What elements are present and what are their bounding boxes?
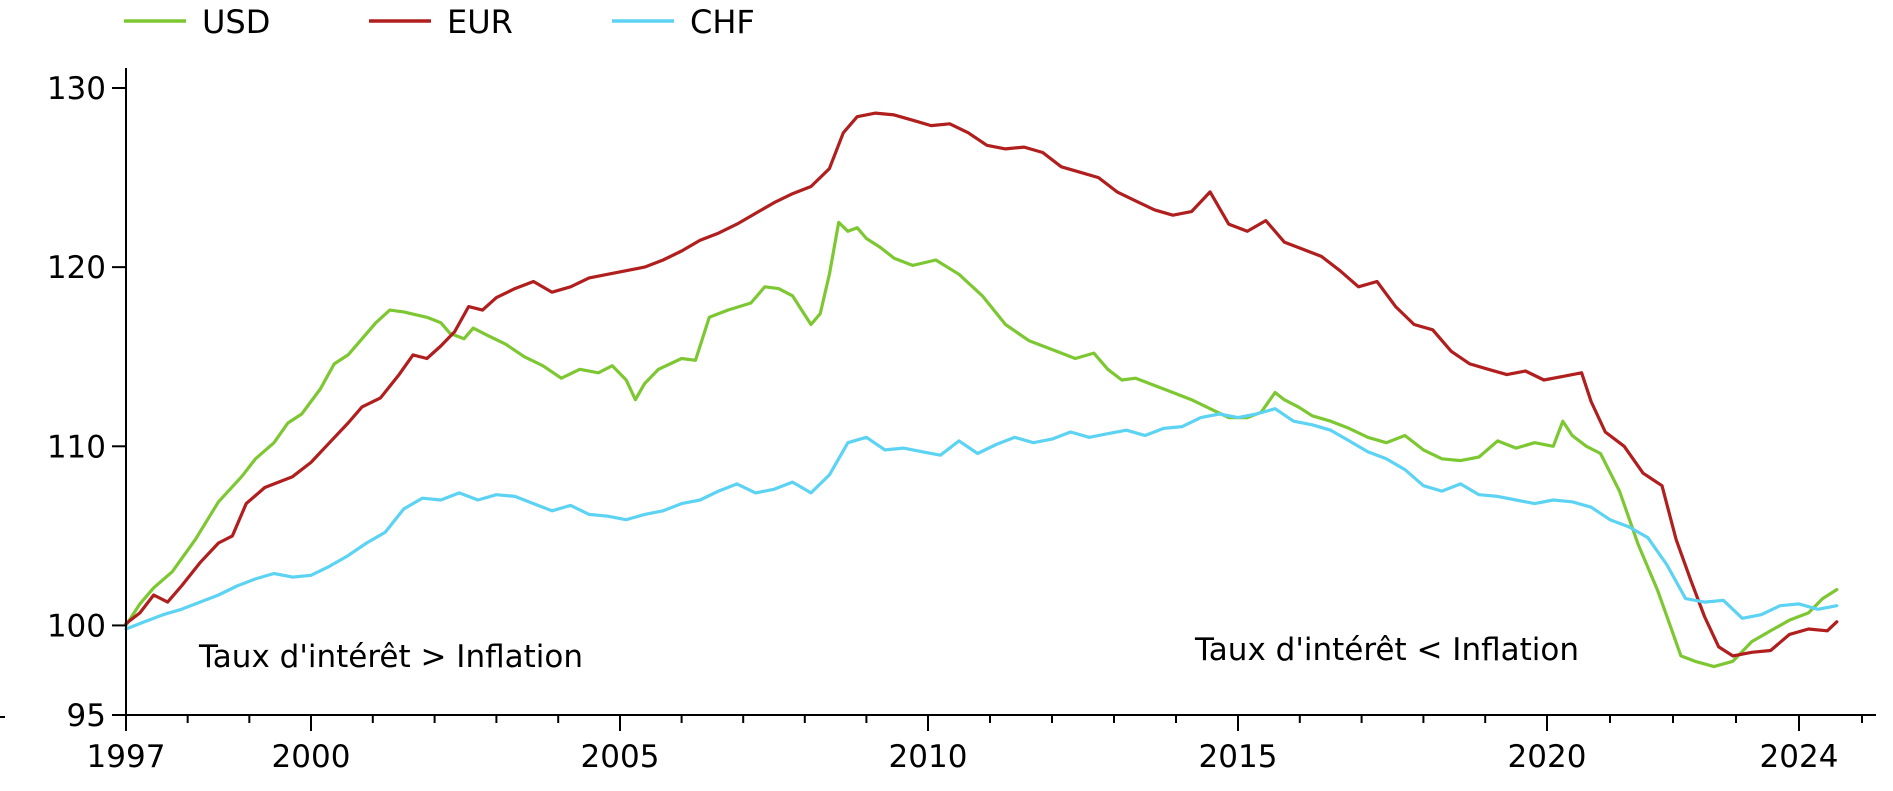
legend-label-eur: EUR bbox=[447, 3, 513, 41]
legend-item-usd: USD bbox=[124, 3, 270, 41]
x-tick-label-2010: 2010 bbox=[889, 739, 968, 775]
y-tick-label-130: 130 bbox=[47, 71, 106, 107]
legend-item-chf: CHF bbox=[612, 3, 755, 41]
y-tick-label-120: 120 bbox=[47, 250, 106, 286]
legend: USD EUR CHF bbox=[124, 3, 755, 41]
x-tick-label-2024: 2024 bbox=[1760, 739, 1839, 775]
y-tick-label-100: 100 bbox=[47, 608, 106, 644]
x-tick-label-2015: 2015 bbox=[1199, 739, 1278, 775]
x-tick-label-1997: 1997 bbox=[87, 739, 166, 775]
series-line-eur bbox=[124, 111, 1839, 658]
legend-item-eur: EUR bbox=[369, 3, 513, 41]
legend-label-chf: CHF bbox=[690, 3, 755, 41]
y-tick-label-110: 110 bbox=[47, 429, 106, 465]
annotations: Taux d'intérêt > Inflation Taux d'intérêt… bbox=[198, 632, 1579, 675]
x-tick-label-2005: 2005 bbox=[581, 739, 660, 775]
y-tick-label-95: 95 bbox=[67, 698, 106, 734]
series-layer bbox=[124, 111, 1839, 669]
annotation-2: Taux d'intérêt < Inflation bbox=[1194, 632, 1579, 668]
series-line-usd bbox=[124, 220, 1839, 669]
legend-label-usd: USD bbox=[202, 3, 270, 41]
series-line-chf bbox=[124, 407, 1839, 631]
x-tick-label-2020: 2020 bbox=[1508, 739, 1587, 775]
annotation-1: Taux d'intérêt > Inflation bbox=[198, 639, 583, 675]
axes: 95 100 110 120 130 1997 2000 2005 2010 2015 2020 20… bbox=[0, 68, 1876, 775]
x-tick-label-2000: 2000 bbox=[272, 739, 351, 775]
